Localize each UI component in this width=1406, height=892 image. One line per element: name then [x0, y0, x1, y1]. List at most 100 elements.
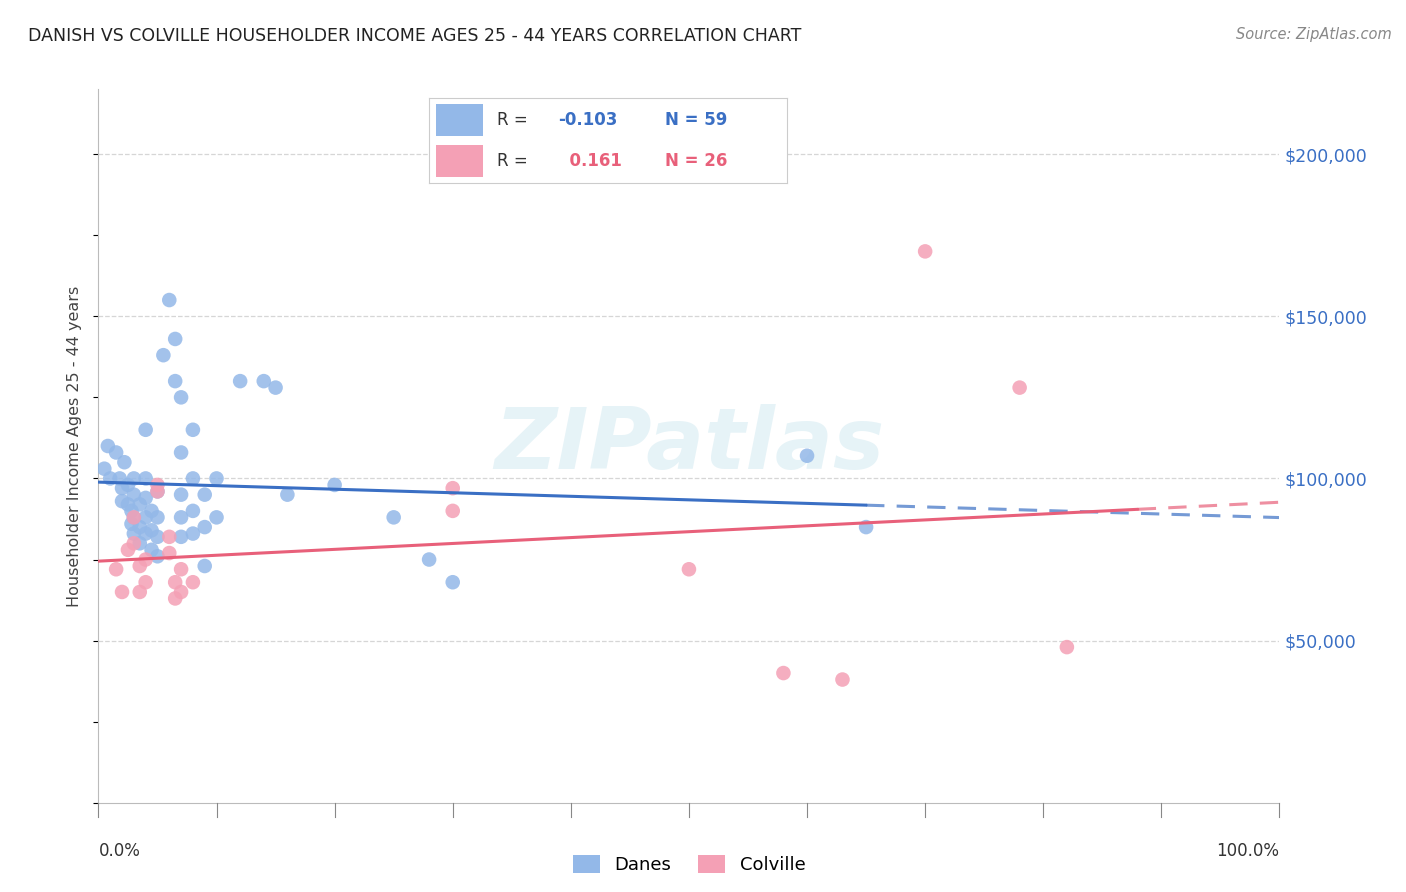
Point — [276, 488, 298, 502]
Point — [122, 536, 145, 550]
Text: N = 26: N = 26 — [665, 152, 728, 169]
Point — [128, 585, 150, 599]
Point — [678, 562, 700, 576]
Point — [141, 524, 163, 538]
Point — [152, 348, 174, 362]
Point — [157, 546, 180, 560]
Point — [146, 484, 169, 499]
Point — [165, 591, 187, 606]
Point — [117, 497, 139, 511]
Point — [205, 471, 228, 485]
Point — [135, 575, 157, 590]
Legend: Danes, Colville: Danes, Colville — [572, 855, 806, 874]
Point — [264, 381, 287, 395]
Point — [170, 562, 193, 576]
Point — [122, 510, 145, 524]
Point — [1008, 381, 1031, 395]
Point — [170, 530, 193, 544]
Point — [128, 520, 150, 534]
Point — [165, 374, 187, 388]
Text: 100.0%: 100.0% — [1216, 842, 1279, 860]
Point — [117, 478, 139, 492]
Text: ZIPatlas: ZIPatlas — [494, 404, 884, 488]
Point — [98, 471, 121, 485]
Point — [194, 520, 217, 534]
Point — [112, 455, 135, 469]
Point — [1056, 640, 1078, 654]
Point — [117, 542, 139, 557]
Point — [105, 445, 128, 459]
Point — [205, 510, 228, 524]
Point — [796, 449, 818, 463]
Point — [181, 504, 204, 518]
Point — [111, 494, 134, 508]
Point — [181, 526, 204, 541]
Point — [146, 478, 169, 492]
Point — [128, 559, 150, 574]
Point — [772, 666, 794, 681]
Point — [135, 471, 157, 485]
Y-axis label: Householder Income Ages 25 - 44 years: Householder Income Ages 25 - 44 years — [67, 285, 83, 607]
Point — [441, 575, 464, 590]
Point — [441, 504, 464, 518]
Point — [253, 374, 276, 388]
Point — [146, 549, 169, 564]
Point — [135, 510, 157, 524]
Text: -0.103: -0.103 — [558, 112, 617, 129]
Point — [418, 552, 440, 566]
Point — [128, 497, 150, 511]
Point — [170, 390, 193, 404]
Point — [128, 536, 150, 550]
Point — [111, 585, 134, 599]
Point — [122, 471, 145, 485]
Point — [170, 585, 193, 599]
Point — [141, 504, 163, 518]
Point — [122, 510, 145, 524]
Text: DANISH VS COLVILLE HOUSEHOLDER INCOME AGES 25 - 44 YEARS CORRELATION CHART: DANISH VS COLVILLE HOUSEHOLDER INCOME AG… — [28, 27, 801, 45]
Point — [181, 575, 204, 590]
Point — [170, 445, 193, 459]
Point — [170, 488, 193, 502]
Point — [122, 526, 145, 541]
Point — [135, 526, 157, 541]
Point — [165, 575, 187, 590]
Point — [97, 439, 120, 453]
Point — [914, 244, 936, 259]
Point — [855, 520, 877, 534]
Point — [323, 478, 346, 492]
Text: N = 59: N = 59 — [665, 112, 728, 129]
Point — [122, 488, 145, 502]
Point — [141, 542, 163, 557]
Point — [105, 562, 128, 576]
Point — [111, 481, 134, 495]
Point — [157, 530, 180, 544]
Point — [229, 374, 252, 388]
Point — [170, 510, 193, 524]
Point — [157, 293, 180, 307]
Point — [135, 552, 157, 566]
Point — [181, 471, 204, 485]
Point — [146, 530, 169, 544]
Point — [194, 559, 217, 574]
Text: R =: R = — [496, 152, 533, 169]
Point — [108, 471, 131, 485]
Point — [831, 673, 853, 687]
Point — [181, 423, 204, 437]
Text: 0.0%: 0.0% — [98, 842, 141, 860]
Point — [121, 504, 143, 518]
Point — [146, 510, 169, 524]
Text: Source: ZipAtlas.com: Source: ZipAtlas.com — [1236, 27, 1392, 42]
Point — [382, 510, 405, 524]
FancyBboxPatch shape — [436, 145, 482, 177]
Point — [121, 516, 143, 531]
Point — [135, 491, 157, 505]
Point — [146, 484, 169, 499]
Point — [194, 488, 217, 502]
FancyBboxPatch shape — [436, 104, 482, 136]
Point — [441, 481, 464, 495]
Text: 0.161: 0.161 — [558, 152, 621, 169]
Point — [135, 423, 157, 437]
Point — [165, 332, 187, 346]
Text: R =: R = — [496, 112, 533, 129]
Point — [93, 461, 115, 475]
